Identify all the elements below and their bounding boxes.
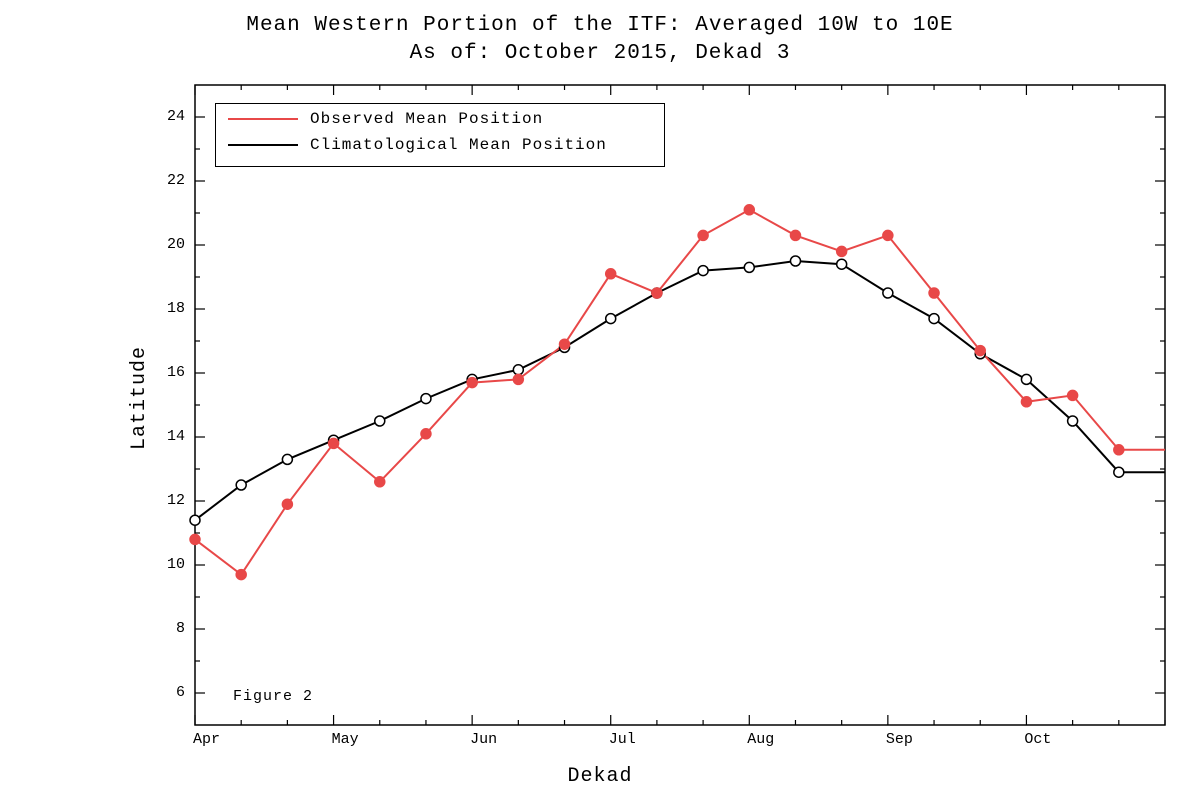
- legend-label: Climatological Mean Position: [310, 136, 607, 154]
- x-tick-label: Jun: [470, 731, 497, 748]
- legend-swatch: [228, 118, 298, 120]
- legend: Observed Mean Position Climatological Mea…: [215, 103, 665, 167]
- legend-item: Observed Mean Position: [220, 106, 660, 132]
- x-tick-label: May: [332, 731, 359, 748]
- x-tick-label: Oct: [1024, 731, 1051, 748]
- x-tick-label: Sep: [886, 731, 913, 748]
- figure-label: Figure 2: [233, 688, 313, 705]
- y-tick-label: 18: [167, 300, 185, 317]
- legend-item: Climatological Mean Position: [220, 132, 660, 158]
- x-tick-label: Apr: [193, 731, 220, 748]
- x-tick-label: Aug: [747, 731, 774, 748]
- x-tick-label: Jul: [609, 731, 636, 748]
- y-tick-label: 6: [176, 684, 185, 701]
- legend-swatch: [228, 144, 298, 146]
- legend-label: Observed Mean Position: [310, 110, 543, 128]
- y-tick-label: 12: [167, 492, 185, 509]
- y-tick-label: 22: [167, 172, 185, 189]
- y-axis-label: Latitude: [128, 346, 151, 450]
- y-tick-label: 20: [167, 236, 185, 253]
- y-tick-label: 14: [167, 428, 185, 445]
- chart-container: Mean Western Portion of the ITF: Average…: [0, 0, 1200, 800]
- x-axis-label: Dekad: [0, 765, 1200, 788]
- y-tick-label: 10: [167, 556, 185, 573]
- y-tick-label: 24: [167, 108, 185, 125]
- y-tick-label: 16: [167, 364, 185, 381]
- y-tick-label: 8: [176, 620, 185, 637]
